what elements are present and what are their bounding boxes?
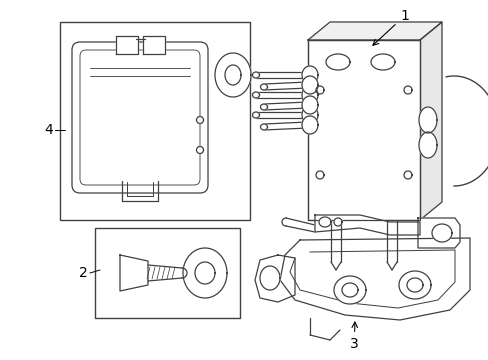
Polygon shape <box>403 171 411 179</box>
Polygon shape <box>418 107 436 133</box>
Bar <box>95 228 240 318</box>
Polygon shape <box>142 36 164 54</box>
Polygon shape <box>195 262 215 284</box>
Text: 1: 1 <box>372 9 408 45</box>
Polygon shape <box>418 132 436 158</box>
Bar <box>307 40 419 220</box>
Polygon shape <box>260 84 267 90</box>
Polygon shape <box>280 238 469 320</box>
Polygon shape <box>431 224 451 242</box>
Polygon shape <box>419 22 441 220</box>
FancyBboxPatch shape <box>80 50 200 185</box>
Polygon shape <box>252 92 259 98</box>
Polygon shape <box>302 96 317 114</box>
Polygon shape <box>254 255 294 302</box>
Polygon shape <box>196 117 203 123</box>
Polygon shape <box>252 112 259 118</box>
Polygon shape <box>260 124 267 130</box>
Polygon shape <box>183 248 226 298</box>
Polygon shape <box>417 218 459 248</box>
Polygon shape <box>302 76 317 94</box>
Polygon shape <box>120 255 148 291</box>
Polygon shape <box>406 278 422 292</box>
Polygon shape <box>341 283 357 297</box>
FancyBboxPatch shape <box>72 42 207 193</box>
Polygon shape <box>325 54 349 70</box>
Polygon shape <box>403 86 411 94</box>
Polygon shape <box>302 66 317 84</box>
Polygon shape <box>307 22 441 40</box>
Polygon shape <box>333 218 341 226</box>
Polygon shape <box>252 72 259 78</box>
Text: 2: 2 <box>79 266 88 280</box>
Polygon shape <box>302 106 317 124</box>
Text: 4: 4 <box>44 123 53 137</box>
Polygon shape <box>315 86 324 94</box>
Polygon shape <box>315 171 324 179</box>
Polygon shape <box>224 65 241 85</box>
Polygon shape <box>115 36 137 54</box>
Bar <box>60 22 249 220</box>
Polygon shape <box>196 147 203 153</box>
Polygon shape <box>302 86 317 104</box>
Polygon shape <box>318 217 330 227</box>
Polygon shape <box>398 271 430 299</box>
Polygon shape <box>302 116 317 134</box>
Text: 3: 3 <box>349 322 358 351</box>
Polygon shape <box>260 266 280 290</box>
Polygon shape <box>370 54 394 70</box>
Polygon shape <box>215 53 250 97</box>
Polygon shape <box>333 276 365 304</box>
Polygon shape <box>314 215 419 235</box>
Polygon shape <box>260 104 267 110</box>
